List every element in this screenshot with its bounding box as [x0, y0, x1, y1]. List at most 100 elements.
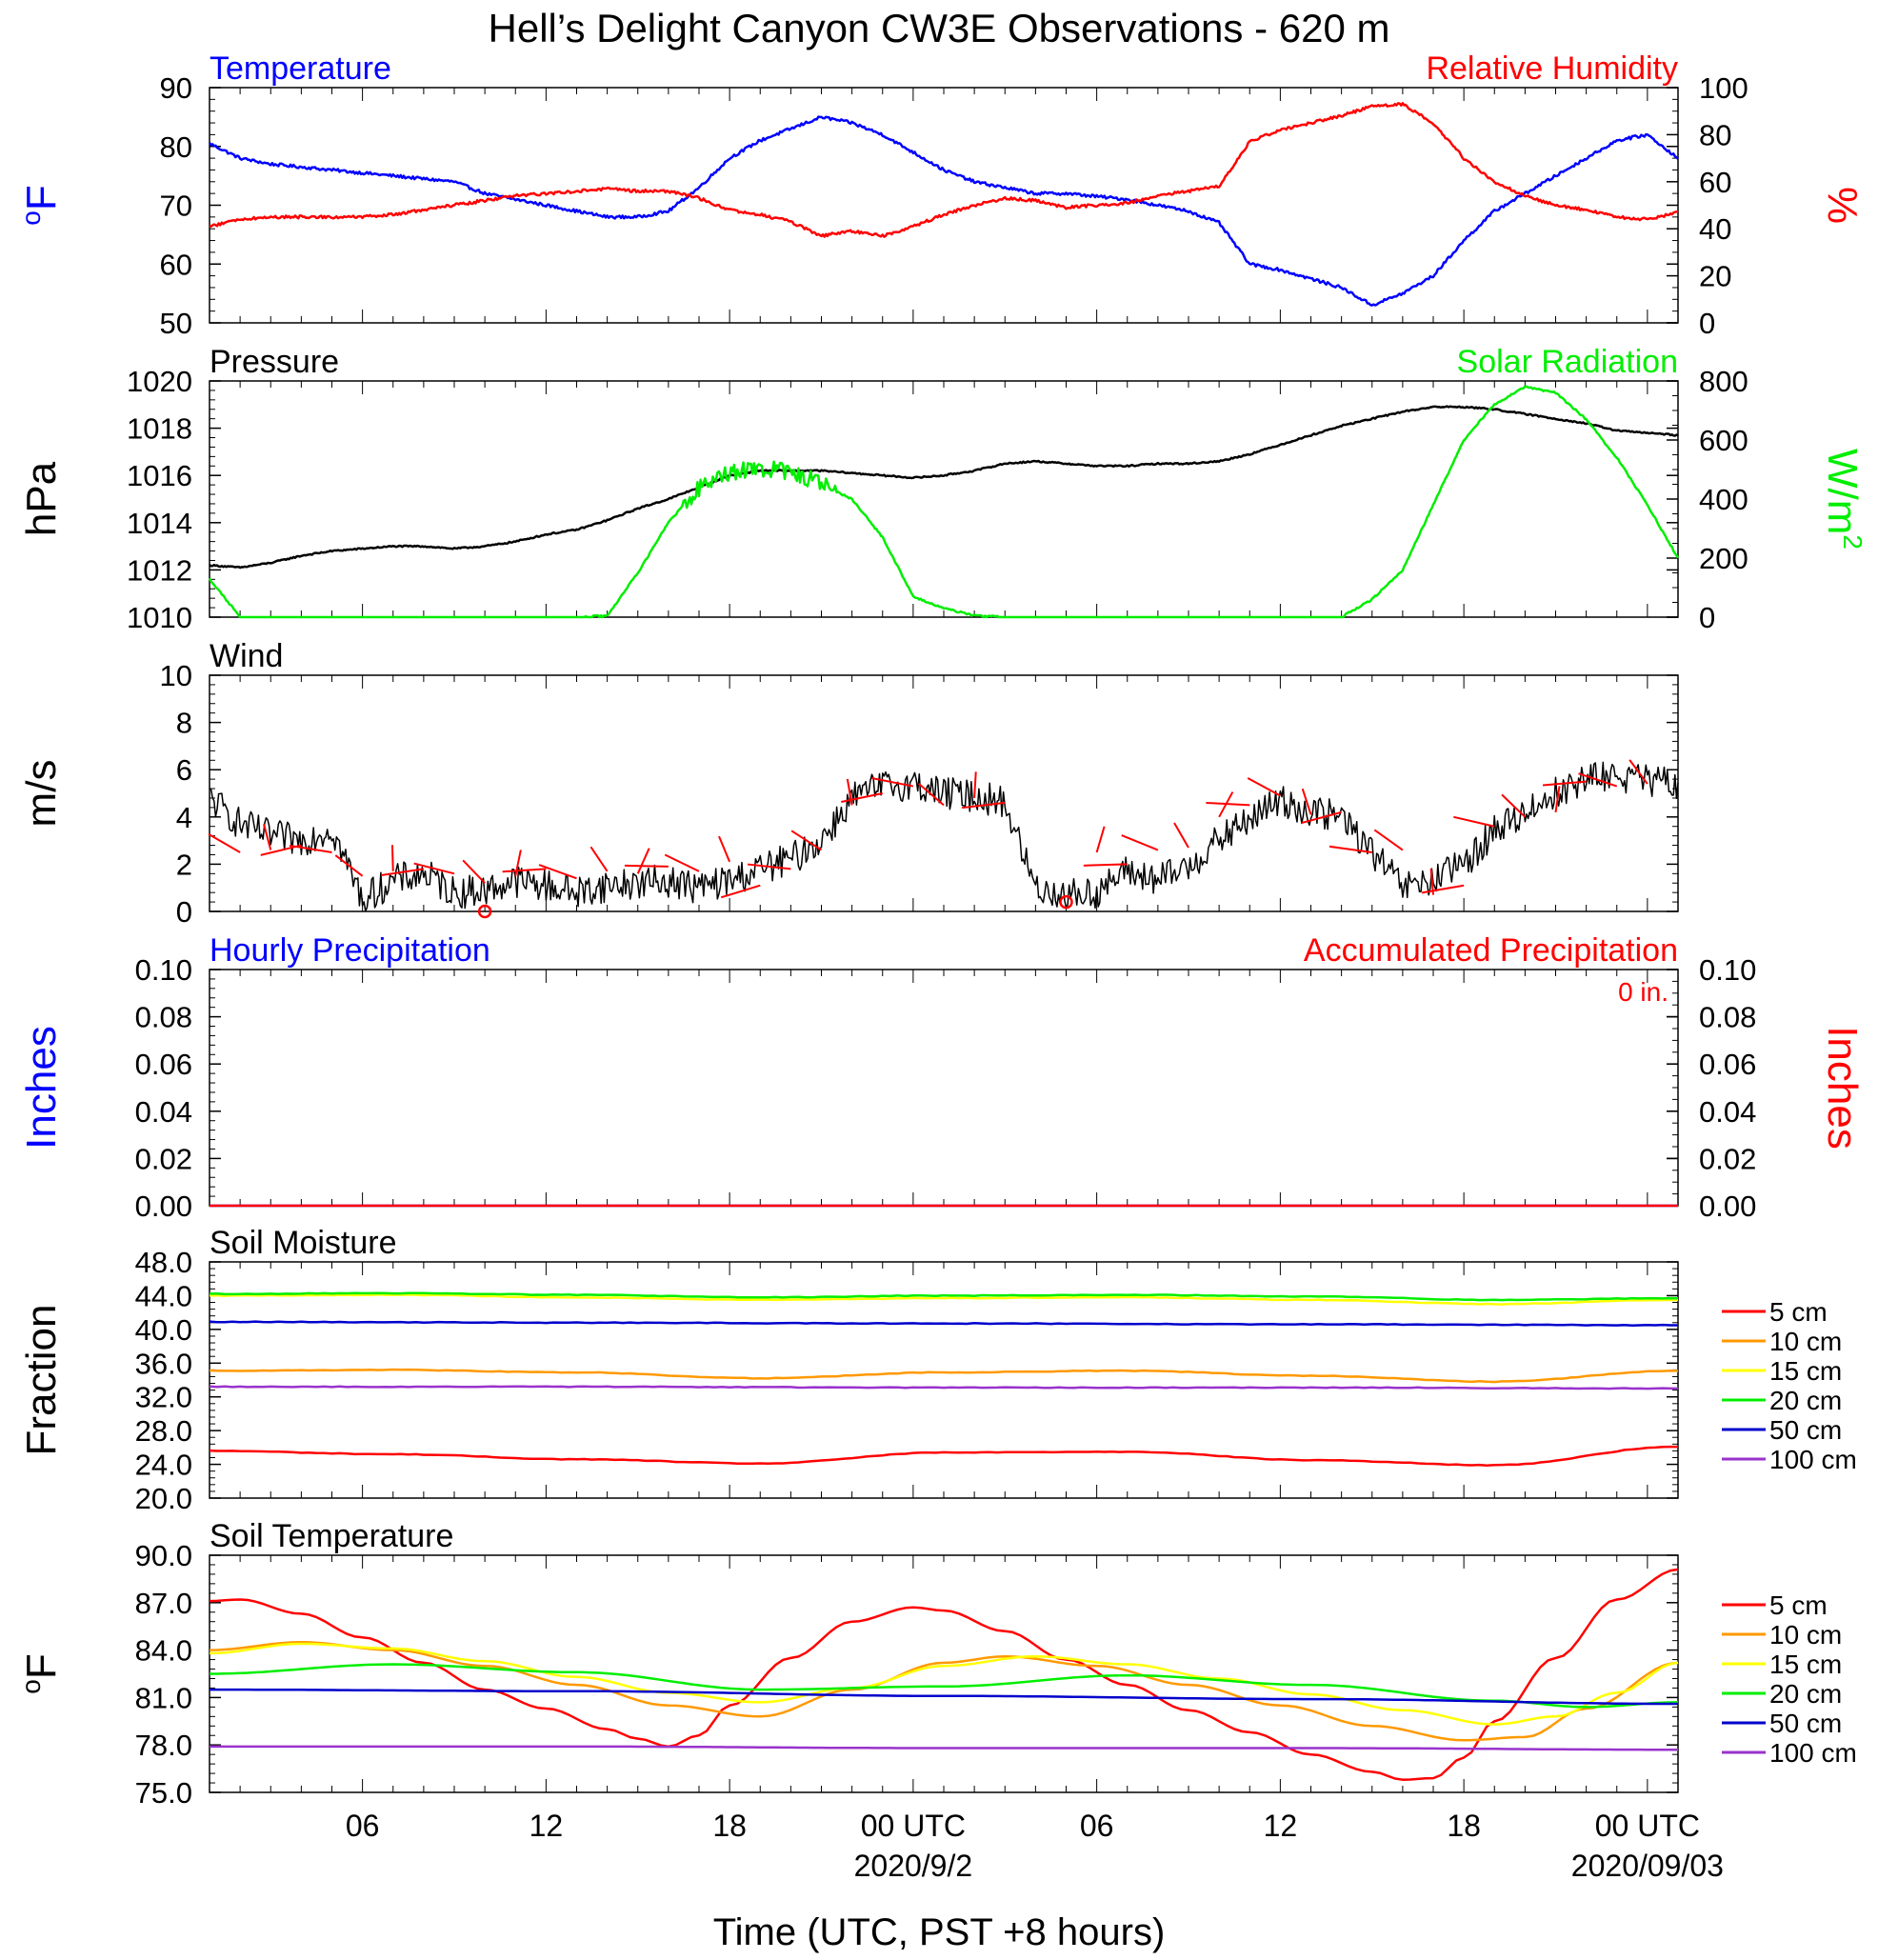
y-tick-label-left: 10 [160, 659, 192, 692]
wind-barb [390, 845, 394, 871]
y-tick-label-left: 0.02 [135, 1142, 192, 1175]
y-tick-label-left: 28.0 [135, 1414, 192, 1448]
legend-label: 15 cm [1769, 1356, 1842, 1386]
series-line-wind [209, 761, 1679, 912]
wind-barb [841, 792, 883, 803]
panel-frame [209, 87, 1679, 324]
y-tick-label-left: 1010 [127, 601, 192, 634]
y-tick-label-right: 0 [1699, 307, 1715, 340]
y-tick-label-left: 1018 [127, 412, 192, 446]
y-tick-label-left: 1016 [127, 459, 192, 492]
panel-temp-rh: 50 60 70 80 90 0 20 40 60 80 100 Temperature Relativ… [16, 50, 1866, 340]
y-tick-label-left: 20.0 [135, 1482, 192, 1515]
legend-label: 50 cm [1769, 1709, 1842, 1738]
wind-barb [718, 835, 731, 863]
wind-barb [870, 777, 914, 788]
wind-barb [1578, 772, 1618, 788]
panel-frame [209, 380, 1679, 618]
y-tick-label-right: 0.04 [1699, 1095, 1756, 1129]
x-tick-label: 18 [712, 1809, 747, 1843]
wind-barb [381, 868, 425, 877]
wind-barb [208, 832, 241, 853]
series-line-relative-humidity [209, 102, 1679, 238]
wind-barb [1301, 788, 1312, 815]
y-tick-label-left: 90.0 [135, 1539, 192, 1572]
panel-title-left: Wind [210, 638, 283, 674]
accumulated-total-label: 0 in. [1618, 977, 1668, 1007]
legend-label: 100 cm [1769, 1445, 1857, 1474]
wind-barb [1173, 822, 1189, 849]
legend-label: 20 cm [1769, 1386, 1842, 1415]
y-tick-label-left: 0.04 [135, 1095, 192, 1129]
chart-title: Hell’s Delight Canyon CW3E Observations … [489, 6, 1390, 50]
x-tick-label: 00 UTC [1595, 1809, 1700, 1843]
wind-barb [589, 846, 609, 872]
wind-barb [973, 771, 977, 799]
wind-barb [1121, 834, 1159, 851]
series-line-20-cm [210, 1663, 1679, 1709]
y-tick-label-left: 2 [176, 848, 192, 881]
wind-barb [502, 868, 547, 873]
wind-barb [1453, 815, 1495, 828]
wind-barb [624, 864, 669, 868]
panel-title-left: Soil Temperature [210, 1518, 453, 1554]
legend-label: 5 cm [1769, 1297, 1828, 1327]
wind-barb [846, 778, 853, 806]
y-tick-label-right: 800 [1699, 365, 1748, 398]
wind-barb [664, 853, 700, 872]
y-tick-label-left: 36.0 [135, 1347, 192, 1380]
panel-title-left: Temperature [210, 50, 391, 87]
series-line-temperature [208, 115, 1679, 307]
wind-barb [1554, 786, 1561, 812]
y-axis-label-right: W/m2 [1819, 449, 1868, 550]
y-tick-label-right: 0.00 [1699, 1190, 1756, 1223]
y-axis-label-left: oF [16, 185, 65, 225]
y-axis-label-left: oF [16, 1653, 65, 1693]
panel-title-left: Pressure [210, 344, 339, 380]
x-tick-label: 00 UTC [861, 1809, 966, 1843]
series-line-100-cm [210, 1745, 1678, 1751]
y-tick-label-left: 0.06 [135, 1048, 192, 1081]
panel-precip: 0.00 0.02 0.04 0.06 0.08 0.10 0.00 0.02 0.04 0.06… [18, 932, 1866, 1223]
wind-barb [1542, 780, 1587, 787]
y-tick-label-left: 75.0 [135, 1776, 192, 1810]
wind-barb [917, 783, 945, 807]
y-tick-label-left: 87.0 [135, 1587, 192, 1620]
y-tick-label-left: 48.0 [135, 1246, 192, 1279]
legend-label: 100 cm [1769, 1738, 1857, 1768]
y-tick-label-left: 0 [176, 895, 192, 929]
y-tick-label-right: 0.08 [1699, 1001, 1756, 1034]
y-tick-label-left: 44.0 [135, 1279, 192, 1312]
panel-wind: 0 2 4 6 8 10 Wind m/s [18, 638, 1679, 929]
y-tick-label-left: 60 [160, 248, 192, 281]
y-tick-label-left: 84.0 [135, 1634, 192, 1668]
series-line-15-cm [209, 1642, 1679, 1726]
x-tick-label: 18 [1447, 1809, 1481, 1843]
series-line-50-cm [209, 1320, 1678, 1327]
wind-barb [720, 884, 761, 899]
y-axis-label-left: Fraction [18, 1305, 65, 1456]
calm-wind-marker [477, 904, 492, 919]
y-tick-label-left: 6 [176, 753, 192, 787]
legend-label: 20 cm [1769, 1679, 1842, 1709]
panel-frame [209, 1554, 1679, 1793]
x-tick-label: 12 [1264, 1809, 1298, 1843]
panel-title-left: Hourly Precipitation [210, 932, 490, 969]
wind-barb [790, 830, 823, 851]
x-axis-label: Time (UTC, PST +8 hours) [713, 1911, 1166, 1953]
wind-barb [1301, 810, 1342, 825]
wind-barb [1206, 801, 1250, 807]
wind-barb [263, 824, 272, 850]
wind-barb [1373, 829, 1404, 851]
y-tick-label-right: 0.06 [1699, 1048, 1756, 1081]
y-tick-label-left: 24.0 [135, 1449, 192, 1482]
wind-barb [1083, 863, 1128, 867]
y-tick-label-right: 0.10 [1699, 953, 1756, 987]
legend-label: 5 cm [1769, 1590, 1828, 1620]
y-tick-label-right: 0 [1699, 601, 1715, 634]
y-axis-label-left: hPa [18, 461, 65, 536]
y-axis-label-right: % [1819, 187, 1866, 224]
series-line-5-cm [209, 1568, 1679, 1781]
legend-label: 15 cm [1769, 1650, 1842, 1679]
series-line-15-cm [210, 1292, 1679, 1306]
